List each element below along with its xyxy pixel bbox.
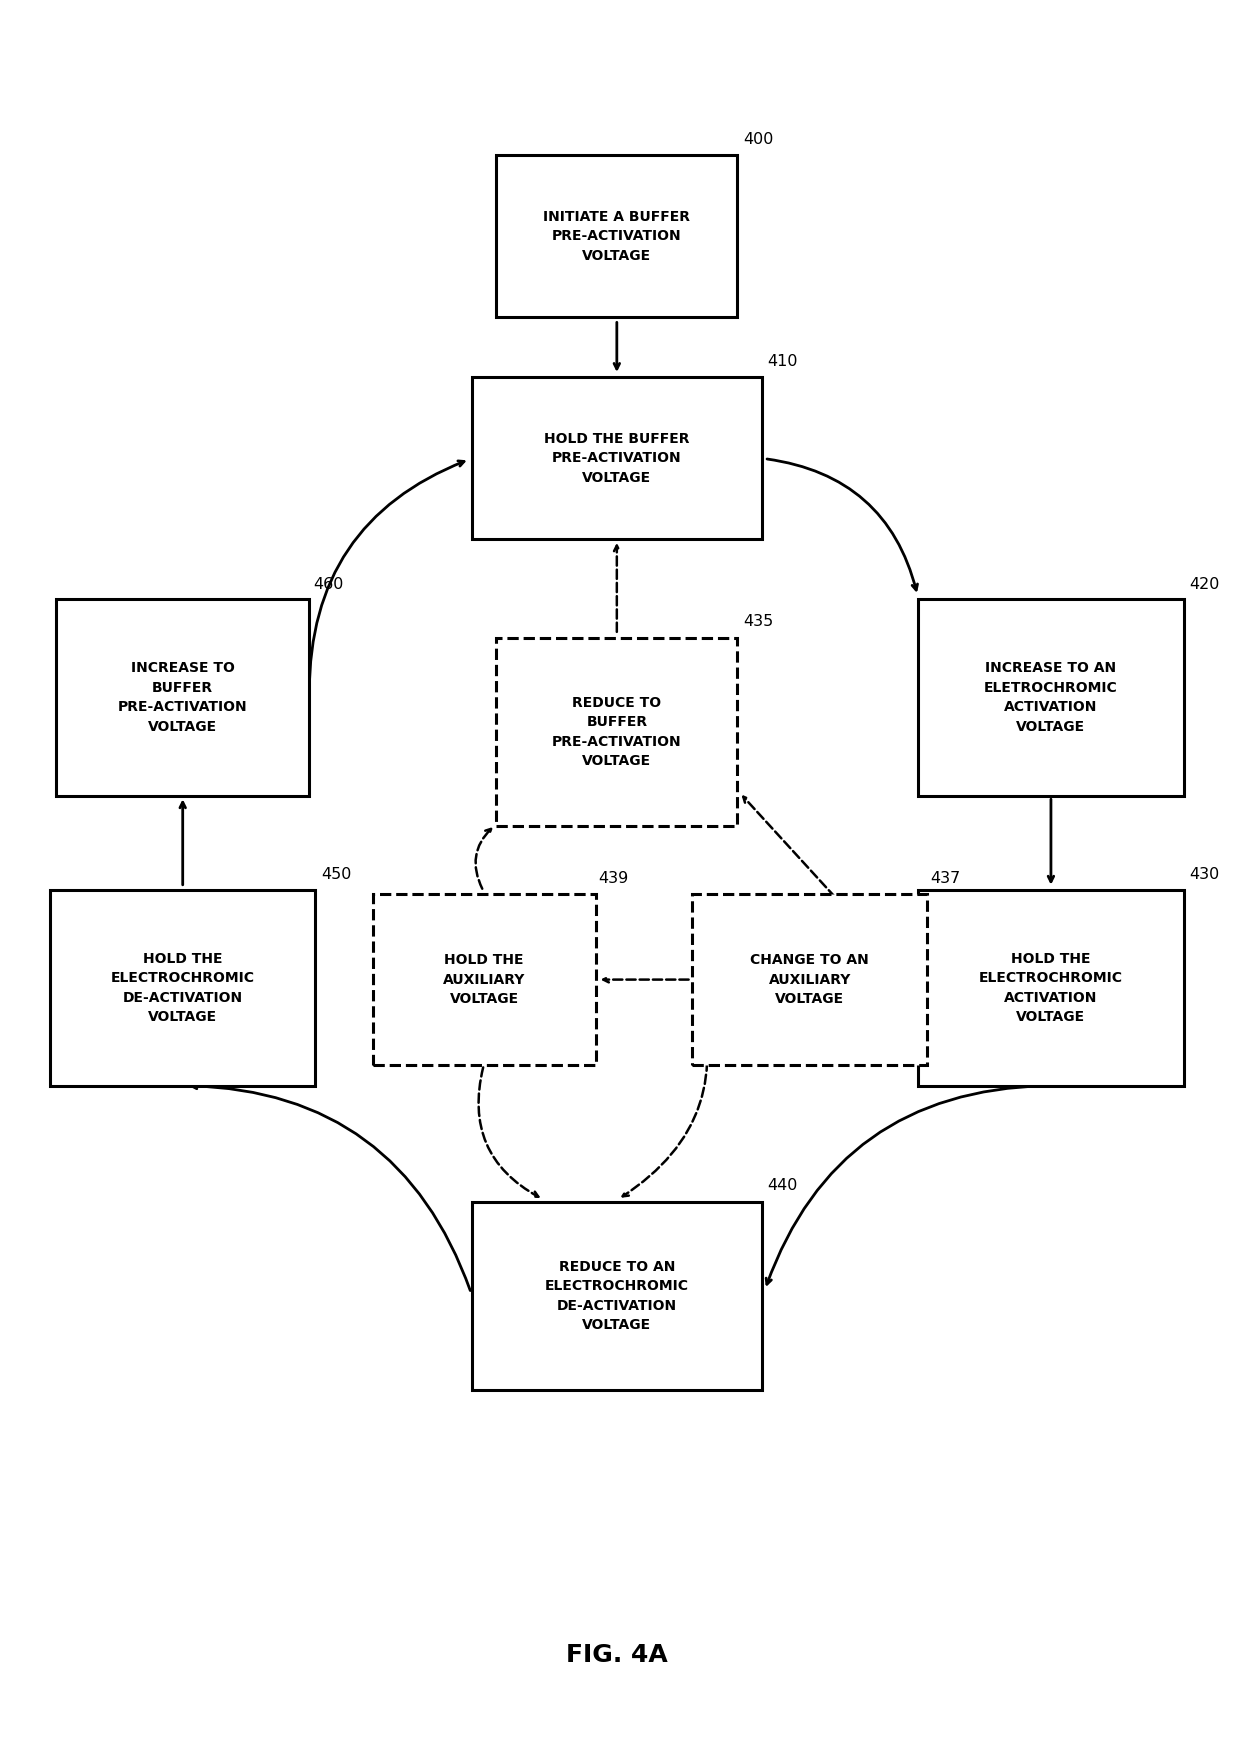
FancyBboxPatch shape [472, 377, 761, 540]
Text: HOLD THE
AUXILIARY
VOLTAGE: HOLD THE AUXILIARY VOLTAGE [443, 954, 526, 1006]
FancyBboxPatch shape [373, 895, 595, 1065]
Text: 437: 437 [930, 870, 961, 886]
Text: HOLD THE
ELECTROCHROMIC
ACTIVATION
VOLTAGE: HOLD THE ELECTROCHROMIC ACTIVATION VOLTA… [978, 952, 1123, 1025]
Text: 410: 410 [768, 354, 799, 370]
FancyBboxPatch shape [496, 155, 738, 318]
Text: 430: 430 [1189, 867, 1220, 882]
Text: 460: 460 [312, 577, 343, 592]
Text: REDUCE TO
BUFFER
PRE-ACTIVATION
VOLTAGE: REDUCE TO BUFFER PRE-ACTIVATION VOLTAGE [552, 695, 682, 768]
FancyBboxPatch shape [692, 895, 928, 1065]
Text: FIG. 4A: FIG. 4A [565, 1643, 667, 1668]
FancyBboxPatch shape [56, 599, 309, 796]
Text: 439: 439 [599, 870, 629, 886]
FancyBboxPatch shape [919, 889, 1184, 1086]
FancyBboxPatch shape [496, 637, 738, 825]
Text: CHANGE TO AN
AUXILIARY
VOLTAGE: CHANGE TO AN AUXILIARY VOLTAGE [750, 954, 869, 1006]
Text: INITIATE A BUFFER
PRE-ACTIVATION
VOLTAGE: INITIATE A BUFFER PRE-ACTIVATION VOLTAGE [543, 210, 691, 262]
FancyBboxPatch shape [472, 1202, 761, 1390]
FancyBboxPatch shape [919, 599, 1184, 796]
Text: REDUCE TO AN
ELECTROCHROMIC
DE-ACTIVATION
VOLTAGE: REDUCE TO AN ELECTROCHROMIC DE-ACTIVATIO… [544, 1259, 689, 1332]
FancyBboxPatch shape [50, 889, 315, 1086]
Text: INCREASE TO
BUFFER
PRE-ACTIVATION
VOLTAGE: INCREASE TO BUFFER PRE-ACTIVATION VOLTAG… [118, 662, 248, 733]
Text: 400: 400 [744, 132, 774, 148]
Text: 435: 435 [744, 615, 774, 629]
Text: HOLD THE
ELECTROCHROMIC
DE-ACTIVATION
VOLTAGE: HOLD THE ELECTROCHROMIC DE-ACTIVATION VO… [110, 952, 254, 1025]
Text: INCREASE TO AN
ELETROCHROMIC
ACTIVATION
VOLTAGE: INCREASE TO AN ELETROCHROMIC ACTIVATION … [985, 662, 1117, 733]
Text: 420: 420 [1189, 577, 1220, 592]
Text: HOLD THE BUFFER
PRE-ACTIVATION
VOLTAGE: HOLD THE BUFFER PRE-ACTIVATION VOLTAGE [544, 433, 689, 485]
Text: 440: 440 [768, 1178, 797, 1193]
Text: 450: 450 [321, 867, 352, 882]
